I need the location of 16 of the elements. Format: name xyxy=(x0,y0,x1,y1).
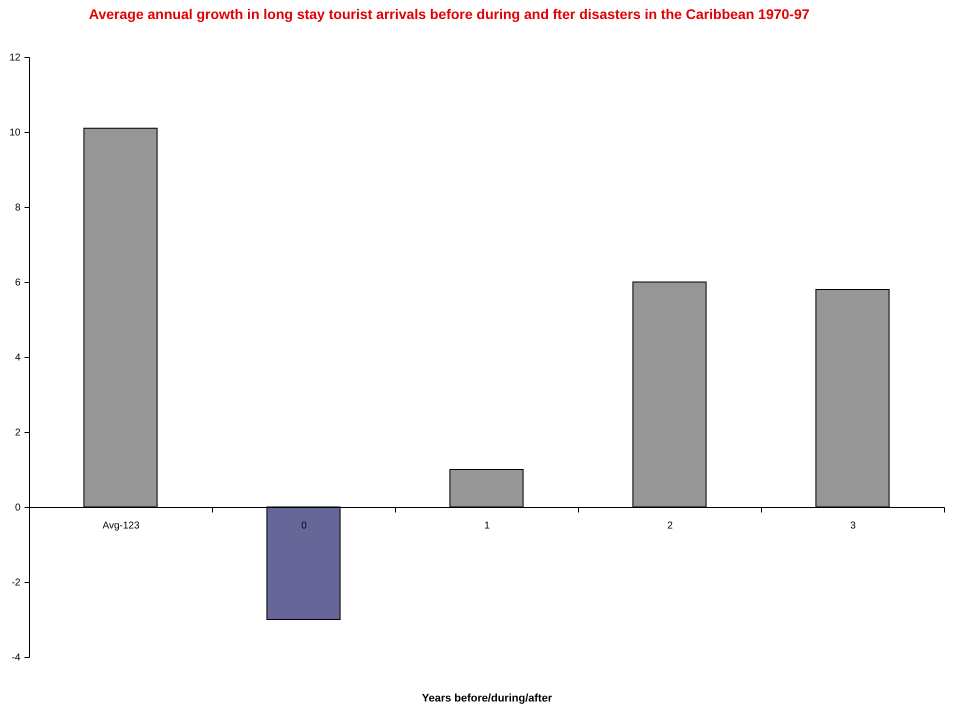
x-axis-title: Years before/during/after xyxy=(422,692,553,704)
x-tick-label: Avg-123 xyxy=(102,520,140,532)
chart-title: Average annual growth in long stay tourist arrivals before during and fter disasters in the Caribbean 1970-97 xyxy=(88,6,810,22)
x-tick-label: 0 xyxy=(301,520,308,532)
y-tick-label: 0 xyxy=(14,502,21,514)
y-tick-label: 2 xyxy=(14,428,21,438)
y-tick-label: 4 xyxy=(14,352,21,364)
x-tick-label: 1 xyxy=(484,520,490,532)
y-tick-label: 10 xyxy=(9,128,21,138)
y-tick-label: 8 xyxy=(14,202,21,214)
y-tick-label: 12 xyxy=(9,52,21,64)
x-tick-label: 2 xyxy=(667,520,674,532)
y-tick-label: -4 xyxy=(12,652,21,664)
y-tick-label: -2 xyxy=(12,578,21,588)
y-tick-label: 6 xyxy=(14,278,21,288)
x-tick-label: 3 xyxy=(850,520,856,532)
